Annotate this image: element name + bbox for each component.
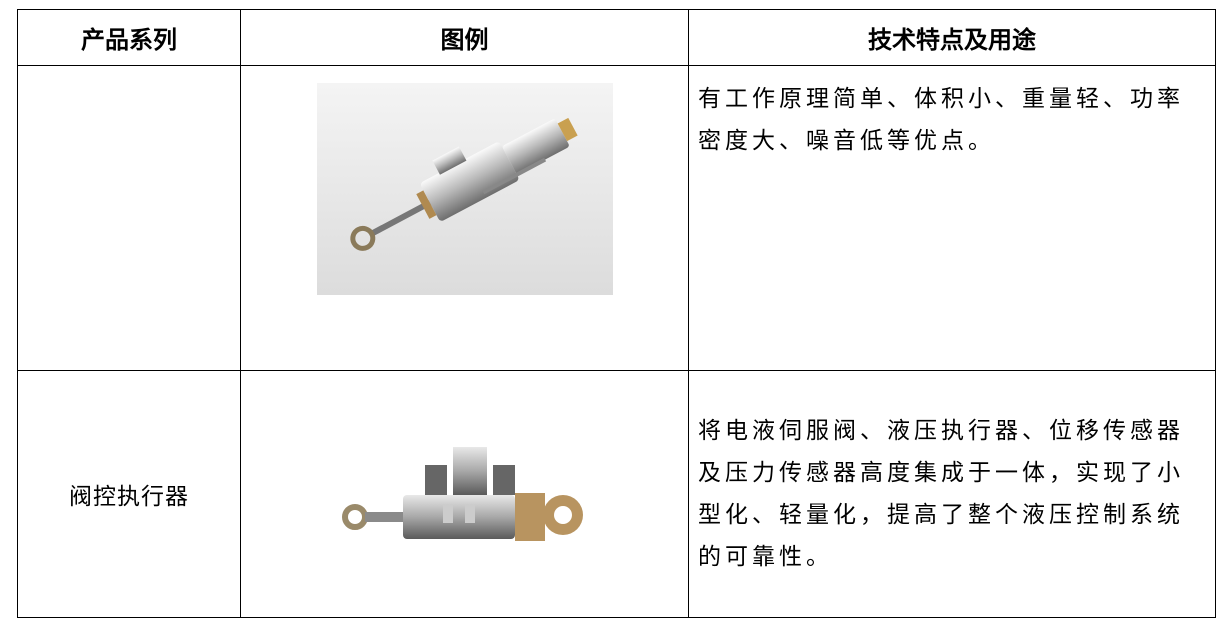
header-row: 产品系列 图例 技术特点及用途 [17,9,1216,66]
table-row: 有工作原理简单、体积小、重量轻、功率密度大、噪音低等优点。 [17,65,1216,371]
description-cell: 有工作原理简单、体积小、重量轻、功率密度大、噪音低等优点。 [688,65,1216,371]
table-row: 阀控执行器 将电液伺服阀、液压执行器、位移传感器及压力传感器高度集成于一体，实现… [17,370,1216,618]
product-table: 产品系列 图例 技术特点及用途 [17,9,1216,618]
header-cell: 图例 [240,9,689,66]
header-cell: 技术特点及用途 [688,9,1216,66]
product-image [341,447,583,541]
product-image [316,83,613,295]
series-cell: 阀控执行器 [17,370,241,618]
image-cell [240,65,689,371]
header-cell: 产品系列 [17,9,241,66]
description-cell: 将电液伺服阀、液压执行器、位移传感器及压力传感器高度集成于一体，实现了小型化、轻… [688,370,1216,618]
image-cell [240,370,689,618]
series-cell [17,65,241,371]
